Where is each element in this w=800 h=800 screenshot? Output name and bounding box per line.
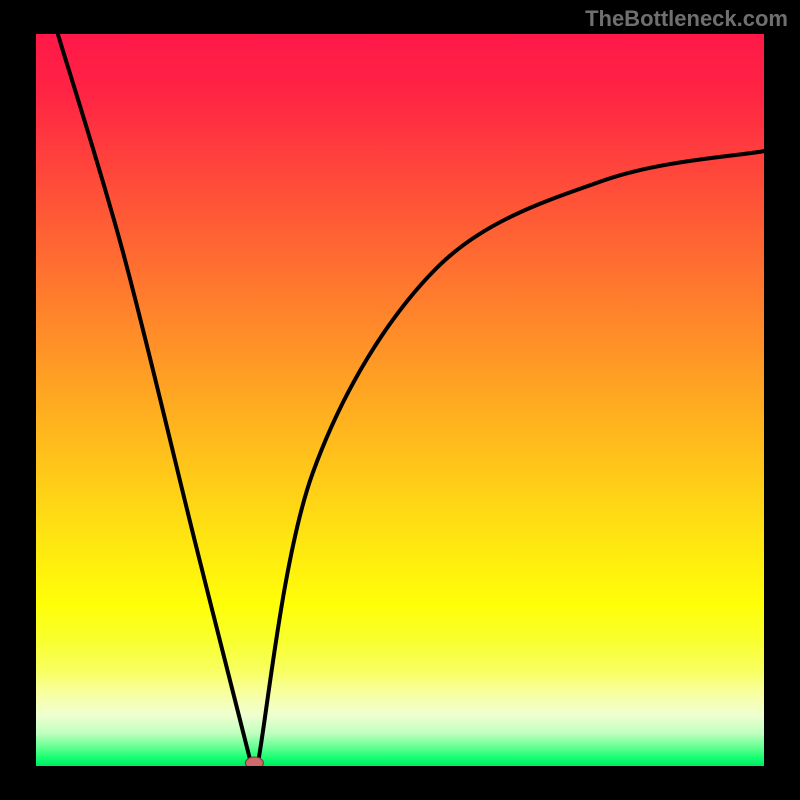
plot-svg — [36, 34, 764, 766]
watermark-text: TheBottleneck.com — [585, 6, 788, 32]
gradient-background — [36, 34, 764, 766]
plot-area — [36, 34, 764, 766]
minimum-marker — [245, 757, 263, 766]
chart-canvas: TheBottleneck.com — [0, 0, 800, 800]
